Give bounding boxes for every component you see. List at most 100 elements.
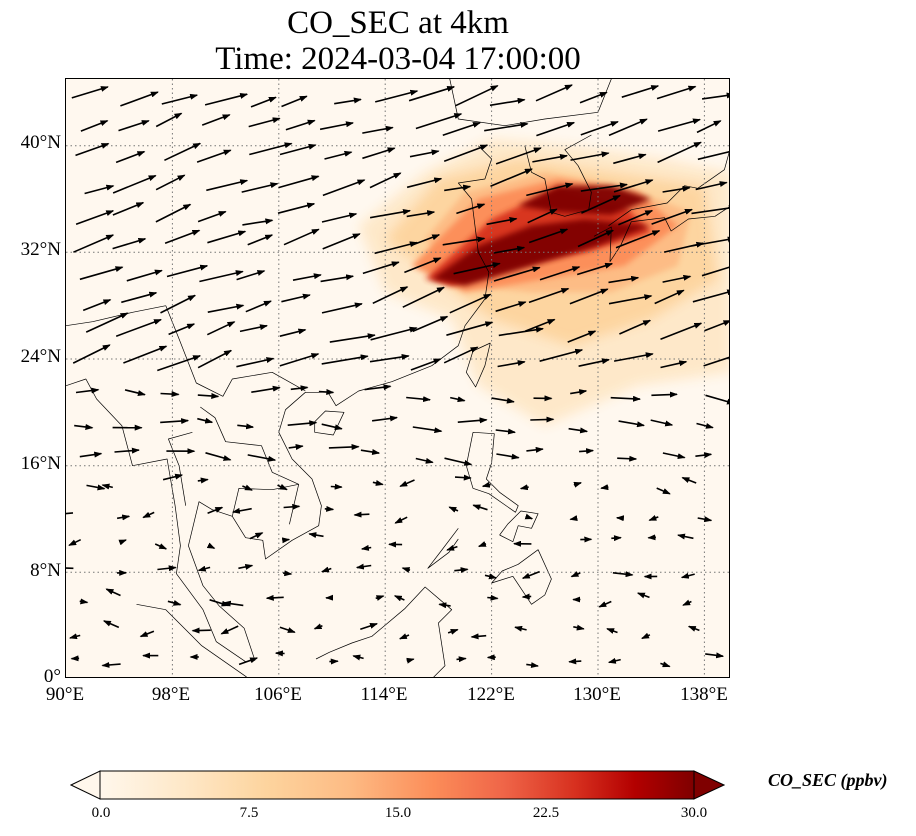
wind-arrow: [657, 118, 701, 132]
wind-arrow: [324, 150, 353, 160]
wind-arrow: [197, 565, 211, 572]
wind-arrow: [374, 89, 419, 103]
wind-arrow: [374, 241, 418, 255]
wind-arrow: [412, 426, 443, 434]
wind-arrow: [279, 328, 307, 337]
wind-arrow: [197, 349, 233, 369]
wind-arrow: [112, 237, 147, 250]
wind-arrow: [86, 484, 106, 491]
wind-arrow: [526, 182, 574, 197]
wind-arrow: [521, 570, 540, 579]
wind-arrow: [444, 184, 472, 192]
wind-arrow: [279, 143, 317, 156]
wind-arrow: [528, 228, 569, 244]
wind-arrow: [484, 121, 529, 132]
wind-arrow: [231, 507, 252, 514]
wind-arrow: [360, 622, 378, 630]
wind-arrow: [251, 385, 281, 393]
wind-arrow: [472, 504, 488, 511]
lon-label-122e: 122°E: [467, 684, 515, 705]
wind-arrow: [207, 303, 245, 313]
wind-arrow: [279, 353, 320, 367]
wind-arrow: [539, 348, 584, 362]
wind-arrow: [66, 512, 74, 515]
wind-arrow: [495, 301, 527, 313]
wind-arrow: [498, 326, 544, 337]
colorbar-extend-min: [69, 770, 101, 800]
wind-arrow: [166, 264, 209, 278]
wind-arrow: [576, 262, 614, 276]
wind-arrow: [660, 322, 703, 340]
wind-arrow: [285, 119, 316, 131]
lon-label-114e: 114°E: [360, 684, 408, 705]
wind-arrow: [656, 85, 697, 100]
wind-arrow: [353, 511, 370, 518]
wind-arrow: [372, 286, 409, 305]
wind-arrow: [450, 396, 466, 403]
wind-vectors: [66, 84, 729, 669]
wind-arrow: [197, 392, 220, 399]
wind-arrow: [618, 420, 645, 428]
lon-label-106e: 106°E: [254, 684, 302, 705]
wind-arrow: [570, 389, 588, 396]
wind-arrow: [160, 391, 180, 398]
wind-arrow: [115, 318, 162, 337]
wind-arrow: [696, 120, 722, 134]
wind-arrow: [121, 291, 158, 304]
wind-arrow: [443, 144, 489, 163]
wind-arrow: [75, 210, 115, 225]
wind-arrow: [162, 473, 184, 481]
wind-arrow: [654, 289, 685, 305]
wind-arrow: [696, 422, 714, 429]
wind-arrow: [120, 91, 159, 107]
wind-arrow: [608, 275, 640, 284]
wind-arrow: [283, 503, 301, 510]
wind-arrow: [615, 230, 661, 249]
coastline-segment-10: [315, 586, 453, 677]
wind-arrow: [207, 230, 247, 244]
wind-arrow: [287, 420, 318, 427]
wind-arrow: [329, 333, 376, 343]
wind-arrow: [456, 203, 486, 215]
wind-arrow: [157, 565, 177, 572]
wind-arrow: [470, 633, 487, 640]
wind-arrow: [250, 96, 277, 108]
wind-arrow: [238, 657, 259, 666]
wind-arrow: [526, 446, 544, 453]
wind-arrow: [241, 182, 279, 193]
wind-arrow: [446, 321, 494, 336]
wind-arrow: [648, 514, 659, 522]
wind-arrow: [112, 174, 157, 194]
wind-arrow: [237, 423, 255, 430]
wind-arrow: [206, 179, 249, 192]
wind-arrow: [160, 294, 196, 314]
colorbar: [69, 770, 726, 800]
lat-label-16n: 16°N: [20, 453, 61, 474]
wind-arrow: [621, 85, 660, 98]
wind-arrow: [242, 218, 274, 226]
wind-arrow: [495, 147, 542, 165]
wind-arrow: [207, 506, 224, 514]
wind-arrow: [438, 602, 451, 609]
wind-arrow: [322, 233, 361, 250]
wind-arrow: [705, 652, 725, 659]
wind-arrow: [126, 269, 163, 282]
wind-arrow: [69, 633, 81, 640]
coastline-segment-2: [593, 206, 729, 263]
wind-arrow: [360, 449, 381, 455]
wind-arrow: [167, 599, 182, 606]
wind-arrow: [204, 93, 249, 106]
wind-arrow: [657, 141, 702, 164]
lon-label-138e: 138°E: [680, 684, 728, 705]
wind-arrow: [449, 293, 492, 314]
wind-arrow: [703, 356, 729, 367]
wind-arrow: [318, 388, 335, 395]
wind-arrow: [580, 182, 628, 192]
wind-arrow: [206, 542, 216, 550]
colorbar-gradient: [69, 770, 726, 800]
wind-arrow: [487, 594, 499, 601]
map-plot-area: [65, 78, 730, 678]
wind-arrow: [677, 533, 694, 540]
wind-arrow: [612, 571, 634, 578]
wind-arrow: [247, 454, 277, 462]
